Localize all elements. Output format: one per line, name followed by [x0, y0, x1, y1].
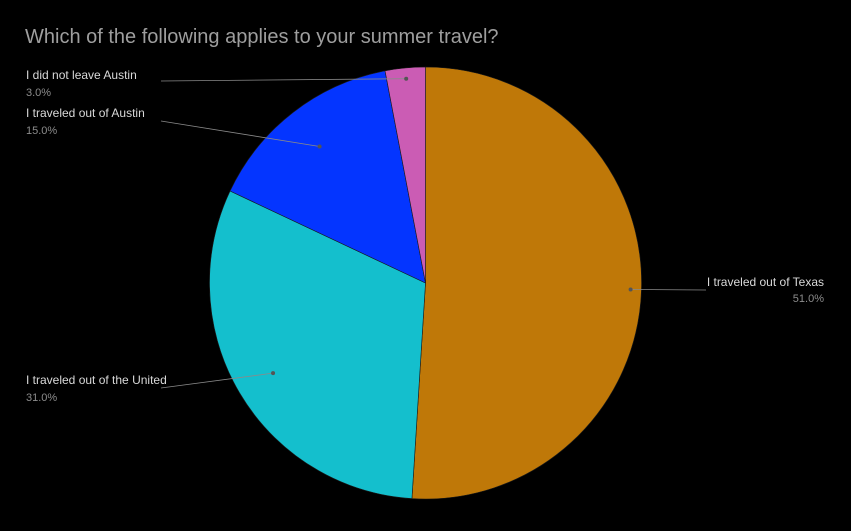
leader-dot: [404, 76, 409, 81]
slice-percent-label: 15.0%: [26, 125, 57, 137]
leader-line: [160, 78, 407, 82]
pie-slice: [209, 190, 426, 499]
slice-label: I traveled out of Texas: [707, 275, 824, 289]
leader-line: [160, 120, 320, 147]
leader-dot: [628, 287, 633, 292]
pie-slice: [229, 70, 426, 284]
slice-percent-label: 31.0%: [26, 392, 57, 404]
leader-dot: [317, 144, 322, 149]
leader-line: [630, 289, 707, 291]
slice-percent-label: 3.0%: [26, 87, 51, 99]
slice-label: I traveled out of Austin: [26, 106, 145, 120]
slice-label: I did not leave Austin: [26, 68, 137, 82]
leader-dot: [271, 371, 276, 376]
leader-line: [160, 372, 274, 389]
slice-percent-label: 51.0%: [793, 293, 824, 305]
chart-title: Which of the following applies to your s…: [25, 26, 499, 48]
pie-slice: [384, 66, 426, 284]
slice-label: I traveled out of the United: [26, 373, 167, 387]
pie-slice: [411, 66, 642, 500]
